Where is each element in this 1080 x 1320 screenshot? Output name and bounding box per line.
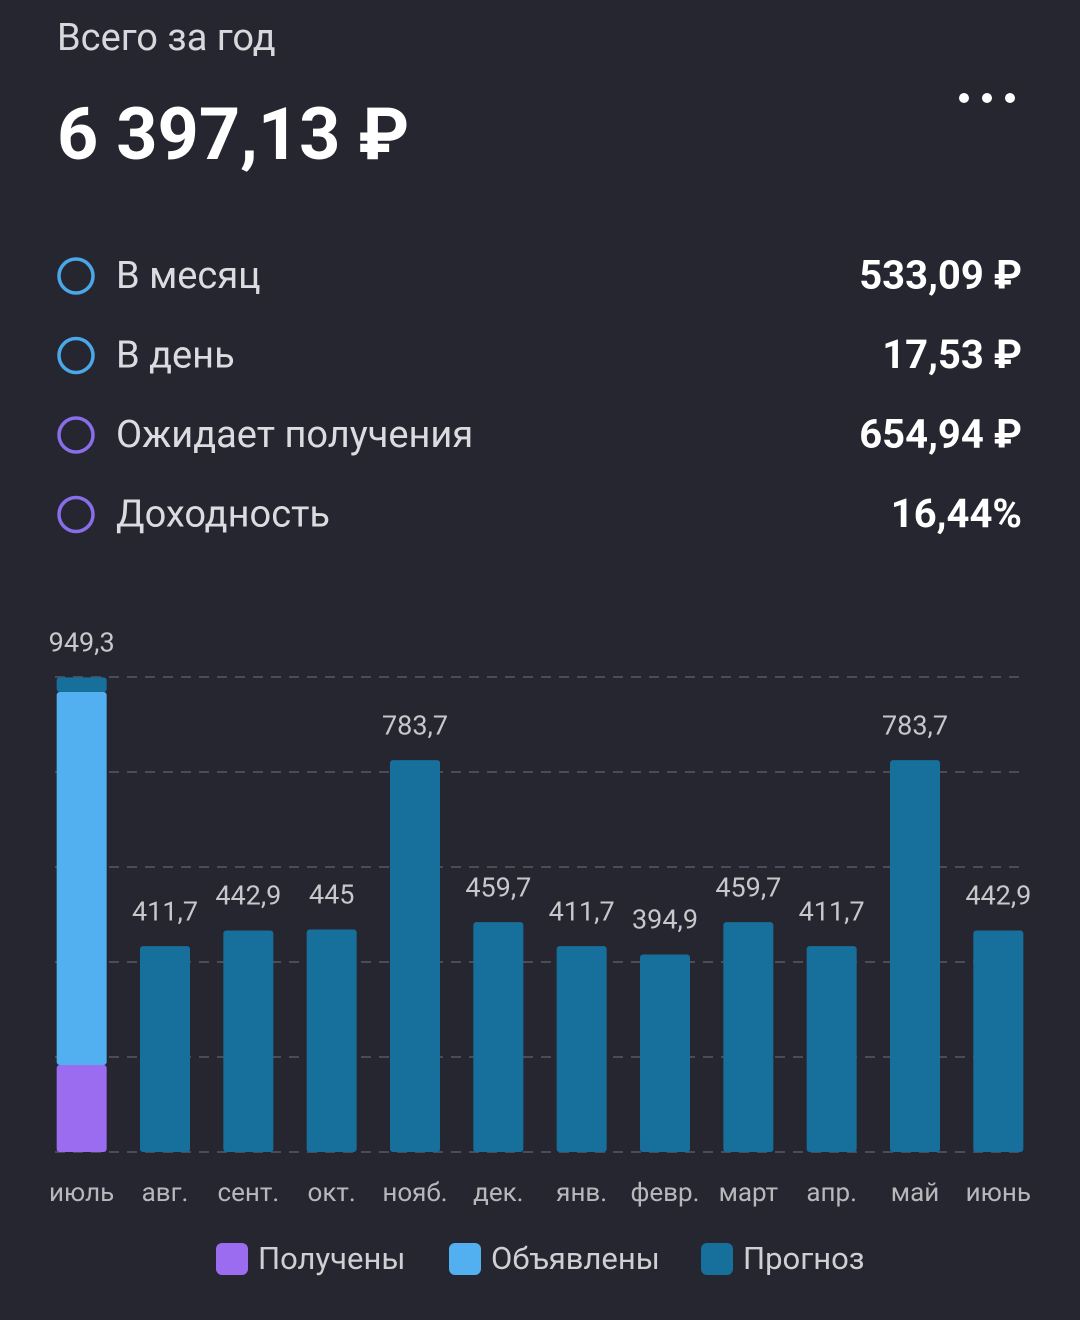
bar-total-label: 411,7 [799,895,865,927]
x-tick-label: дек. [473,1178,523,1208]
x-tick-label: июнь [966,1178,1031,1208]
x-tick-label: апр. [806,1178,857,1208]
bar-total-label: 411,7 [132,895,198,927]
x-tick-label: сент. [217,1178,279,1208]
menu-dot [1005,93,1015,103]
bar-total-label: 442,9 [215,880,281,912]
stat-label: В день [116,334,235,378]
bar-segment [890,760,940,1152]
stat-marker [57,495,95,534]
bar-segment [56,1065,107,1152]
stat-marker [57,257,95,295]
bar-segment [473,922,524,1152]
bar-total-label: 411,7 [549,895,615,927]
title: Всего за год [57,16,276,60]
x-tick-label: март [719,1178,779,1208]
x-tick-label: июль [49,1178,114,1208]
bar-total-label: 949,3 [49,626,115,658]
bar-total-label: 459,7 [715,871,781,903]
x-tick-label: май [891,1178,939,1208]
bar-segment [140,946,190,1152]
stat-label: Ожидает получения [116,413,473,457]
x-tick-label: окт. [308,1178,356,1208]
bar-segment [806,946,857,1152]
bar-segment [390,760,440,1152]
bar-segment [223,930,274,1152]
stat-value: 654,94 ₽ [859,411,1022,458]
bar-segment [640,954,690,1152]
bar-total-label: 783,7 [882,709,948,741]
bar-segment [56,692,107,1065]
menu-dot [959,93,969,103]
bar-total-label: 459,7 [465,871,531,903]
total: 6 397,13 ₽ [57,92,409,177]
x-tick-label: нояб. [382,1178,447,1208]
stat-value: 17,53 ₽ [882,331,1022,378]
legend-swatch [216,1243,248,1275]
bar-total-label: 445 [309,879,355,911]
stat-value: 533,09 ₽ [859,252,1022,299]
stat-marker [57,416,95,454]
bar-segment [973,930,1024,1152]
legend-label: Получены [258,1240,405,1277]
stat-value: 16,44% [891,490,1022,537]
legend-label: Объявлены [491,1240,660,1277]
legend-swatch [701,1243,733,1275]
stat-label: В месяц [116,254,261,298]
menu-button[interactable] [959,93,1015,103]
menu-dot [982,93,992,103]
bar-total-label: 394,9 [632,904,698,936]
bar-segment [556,946,607,1152]
bar-total-label: 442,9 [965,880,1031,912]
bar-total-label: 783,7 [382,709,448,741]
x-tick-label: авг. [142,1178,189,1208]
x-tick-label: янв. [556,1178,607,1208]
legend-label: Прогноз [743,1240,865,1277]
stat-label: Доходность [116,493,330,537]
bar-segment [56,677,107,692]
bar-segment [306,929,357,1152]
bar-segment [723,922,774,1152]
x-tick-label: февр. [631,1178,700,1208]
stat-marker [57,336,95,375]
legend-swatch [449,1243,481,1275]
